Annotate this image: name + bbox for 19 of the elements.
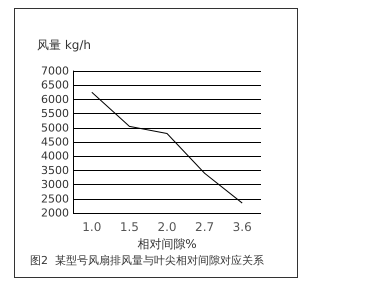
y-tick-label: 4500 xyxy=(41,136,69,148)
y-tick-label: 6000 xyxy=(41,92,69,106)
x-tick-label: 2.7 xyxy=(195,220,214,234)
y-tick-label: 5000 xyxy=(41,121,69,134)
y-tick-label: 2000 xyxy=(41,206,69,220)
text: 图2 某型号风扇排风量与叶尖相对间隙对应关系 xyxy=(30,254,264,267)
x-tick-label: 3.6 xyxy=(232,220,252,234)
y-tick-label: 6500 xyxy=(41,78,69,92)
x-tick-label: 1.5 xyxy=(120,220,139,234)
x-tick-label: 1.0 xyxy=(82,220,102,234)
y-tick-label: 7000 xyxy=(41,64,69,78)
y-axis-title: 风量 kg/h xyxy=(37,38,92,52)
y-tick-label: 4000 xyxy=(41,150,69,163)
y-tick-label: 3500 xyxy=(41,164,69,177)
x-axis-title: 相对间隙% xyxy=(137,236,197,251)
y-tick-label: 5500 xyxy=(41,107,69,120)
y-tick-label: 2500 xyxy=(41,192,69,206)
x-tick-label: 2.0 xyxy=(157,220,177,234)
y-tick-label: 3000 xyxy=(41,178,69,192)
